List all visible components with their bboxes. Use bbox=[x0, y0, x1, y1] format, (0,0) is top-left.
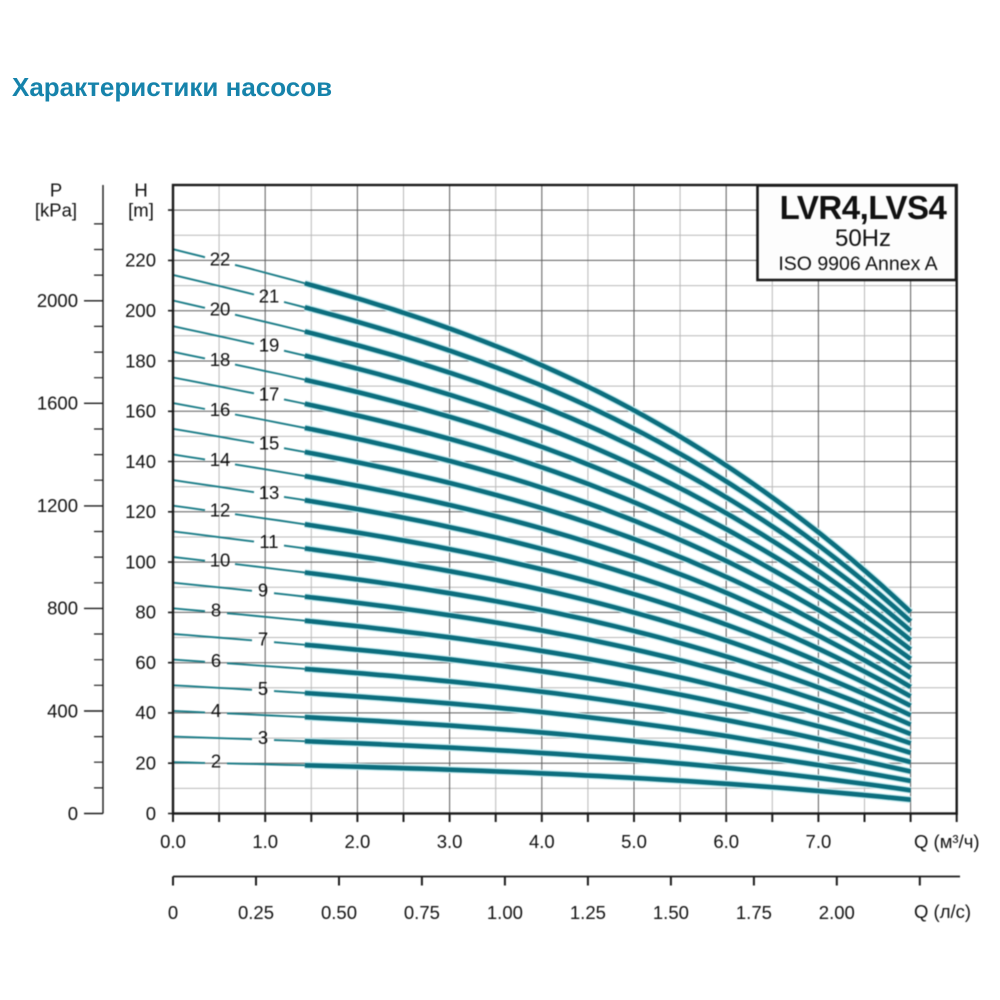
svg-text:0.50: 0.50 bbox=[321, 902, 357, 923]
svg-text:50Hz: 50Hz bbox=[835, 225, 891, 252]
svg-text:80: 80 bbox=[135, 602, 156, 623]
svg-text:120: 120 bbox=[125, 501, 156, 522]
svg-text:0: 0 bbox=[146, 803, 156, 824]
svg-text:18: 18 bbox=[210, 349, 231, 370]
svg-text:2.0: 2.0 bbox=[345, 831, 371, 852]
svg-text:11: 11 bbox=[259, 531, 278, 552]
svg-text:60: 60 bbox=[135, 652, 156, 673]
svg-text:7.0: 7.0 bbox=[806, 831, 832, 852]
svg-text:1.50: 1.50 bbox=[653, 902, 689, 923]
svg-text:800: 800 bbox=[47, 598, 78, 619]
svg-text:0.25: 0.25 bbox=[238, 902, 274, 923]
svg-text:220: 220 bbox=[125, 250, 156, 271]
svg-text:5.0: 5.0 bbox=[621, 831, 647, 852]
svg-text:7: 7 bbox=[258, 629, 268, 650]
svg-text:Q (м³/ч): Q (м³/ч) bbox=[914, 831, 980, 852]
svg-text:9: 9 bbox=[258, 579, 268, 600]
svg-text:0.0: 0.0 bbox=[160, 831, 186, 852]
svg-text:1.0: 1.0 bbox=[252, 831, 278, 852]
svg-text:1.75: 1.75 bbox=[736, 902, 772, 923]
svg-text:17: 17 bbox=[259, 384, 280, 405]
svg-text:0: 0 bbox=[168, 902, 178, 923]
svg-text:4: 4 bbox=[211, 700, 221, 721]
svg-text:40: 40 bbox=[135, 702, 156, 723]
svg-text:1200: 1200 bbox=[37, 495, 78, 516]
svg-text:8: 8 bbox=[211, 600, 221, 621]
svg-text:2: 2 bbox=[211, 751, 221, 772]
svg-text:ISO 9906 Annex A: ISO 9906 Annex A bbox=[778, 253, 937, 275]
svg-text:200: 200 bbox=[125, 300, 156, 321]
svg-text:180: 180 bbox=[125, 350, 156, 371]
svg-text:3.0: 3.0 bbox=[437, 831, 463, 852]
svg-text:20: 20 bbox=[210, 299, 231, 320]
svg-text:19: 19 bbox=[259, 335, 280, 356]
svg-text:[kPa]: [kPa] bbox=[35, 200, 77, 221]
svg-text:5: 5 bbox=[258, 678, 268, 699]
svg-text:3: 3 bbox=[258, 727, 268, 748]
svg-text:12: 12 bbox=[210, 500, 231, 521]
svg-text:2.00: 2.00 bbox=[819, 902, 855, 923]
svg-text:400: 400 bbox=[47, 700, 78, 721]
svg-text:20: 20 bbox=[135, 753, 156, 774]
svg-text:6.0: 6.0 bbox=[713, 831, 739, 852]
svg-text:10: 10 bbox=[210, 550, 231, 571]
svg-text:1.25: 1.25 bbox=[570, 902, 606, 923]
svg-text:21: 21 bbox=[259, 286, 280, 307]
svg-text:15: 15 bbox=[259, 433, 280, 454]
svg-text:P: P bbox=[50, 180, 62, 201]
svg-text:14: 14 bbox=[210, 449, 231, 470]
svg-text:22: 22 bbox=[210, 248, 231, 269]
svg-text:4.0: 4.0 bbox=[529, 831, 555, 852]
svg-text:6: 6 bbox=[211, 650, 221, 671]
svg-text:Q (л/с): Q (л/с) bbox=[914, 901, 971, 922]
svg-text:2000: 2000 bbox=[37, 290, 78, 311]
svg-text:13: 13 bbox=[259, 482, 280, 503]
svg-text:1600: 1600 bbox=[37, 393, 78, 414]
svg-text:160: 160 bbox=[125, 401, 156, 422]
svg-text:H: H bbox=[134, 180, 147, 201]
svg-text:100: 100 bbox=[125, 551, 156, 572]
svg-text:140: 140 bbox=[125, 451, 156, 472]
svg-text:0.75: 0.75 bbox=[404, 902, 440, 923]
svg-text:1.00: 1.00 bbox=[487, 902, 523, 923]
svg-text:0: 0 bbox=[68, 803, 78, 824]
svg-text:LVR4,LVS4: LVR4,LVS4 bbox=[780, 189, 948, 226]
svg-text:16: 16 bbox=[210, 399, 231, 420]
svg-text:[m]: [m] bbox=[128, 200, 154, 221]
